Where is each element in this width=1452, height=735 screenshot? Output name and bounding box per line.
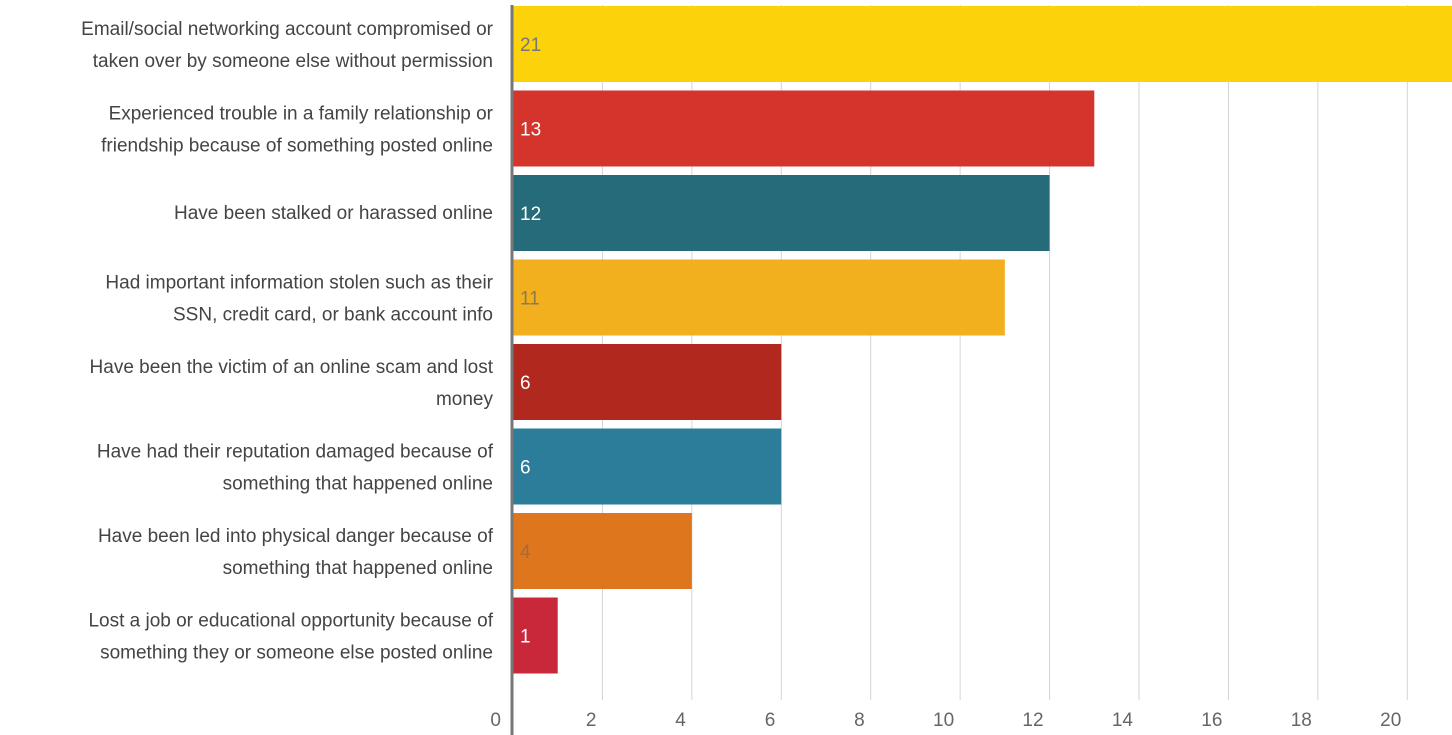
bar <box>513 6 1452 82</box>
data-label: 11 <box>520 289 540 310</box>
x-tick-label: 12 <box>1022 710 1043 731</box>
x-tick-label: 2 <box>586 710 597 731</box>
x-tick-label: 16 <box>1201 710 1222 731</box>
data-label: 21 <box>520 35 541 56</box>
x-tick-label: 20 <box>1380 710 1401 731</box>
category-label: something they or someone else posted on… <box>100 643 493 664</box>
x-tick-label: 8 <box>854 710 865 731</box>
data-label: 6 <box>520 373 531 394</box>
bar <box>513 90 1095 167</box>
x-tick-labels: 0 2 4 6 8 10 12 14 16 18 20 <box>490 710 1401 731</box>
category-label: something that happened online <box>223 474 493 495</box>
bar <box>513 175 1050 251</box>
category-labels: Email/social networking account compromi… <box>81 19 494 664</box>
bar <box>513 597 558 674</box>
x-tick-label: 10 <box>933 710 954 731</box>
bar <box>513 513 692 589</box>
data-label: 6 <box>520 458 531 479</box>
category-label: Have had their reputation damaged becaus… <box>97 442 494 463</box>
x-tick-label: 18 <box>1291 710 1312 731</box>
data-label: 13 <box>520 120 541 141</box>
category-label: something that happened online <box>223 558 493 579</box>
bar <box>513 428 782 505</box>
x-tick-label: 14 <box>1112 710 1134 731</box>
category-label: money <box>436 389 494 410</box>
data-label: 1 <box>520 627 531 648</box>
bar <box>513 344 782 420</box>
category-label: Experienced trouble in a family relation… <box>109 104 494 125</box>
category-label: friendship because of something posted o… <box>101 136 493 157</box>
category-label: Have been led into physical danger becau… <box>98 526 494 547</box>
data-label: 12 <box>520 204 541 225</box>
category-label: Lost a job or educational opportunity be… <box>88 611 493 632</box>
x-tick-label: 0 <box>490 710 501 731</box>
category-label: taken over by someone else without permi… <box>93 51 493 72</box>
bar <box>513 259 1005 336</box>
category-label: Have been the victim of an online scam a… <box>90 357 494 378</box>
category-label: Had important information stolen such as… <box>105 273 493 294</box>
x-tick-label: 4 <box>675 710 686 731</box>
x-tick-label: 6 <box>765 710 776 731</box>
category-label: Email/social networking account compromi… <box>81 19 494 40</box>
data-label: 4 <box>520 542 531 563</box>
category-label: SSN, credit card, or bank account info <box>173 305 493 326</box>
category-label: Have been stalked or harassed online <box>174 203 493 224</box>
bars: 21 13 12 11 6 6 4 1 <box>513 6 1452 674</box>
